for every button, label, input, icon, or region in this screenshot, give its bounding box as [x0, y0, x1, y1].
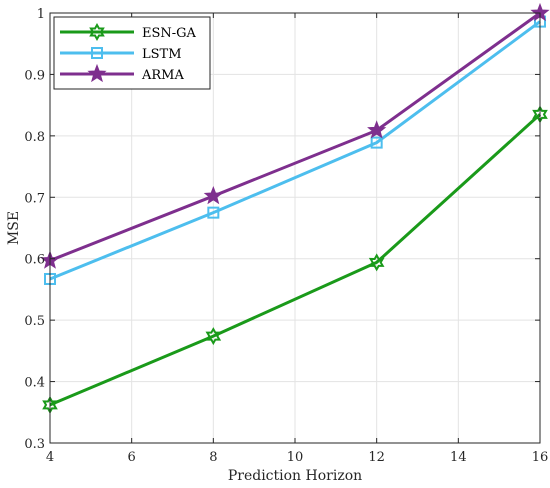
legend-item: LSTM [60, 47, 182, 62]
y-tick-label: 1 [37, 7, 45, 22]
legend-item: ARMA [60, 63, 184, 83]
data-point-marker [205, 327, 222, 346]
legend-item: ESN-GA [60, 22, 197, 42]
legend-marker [89, 22, 105, 42]
series-layer [40, 2, 550, 414]
legend: ESN-GA LSTM ARMA [53, 16, 211, 90]
y-tick-label: 0.3 [24, 437, 45, 452]
y-tick-label: 0.9 [24, 68, 45, 83]
y-tick-label: 0.6 [24, 253, 45, 268]
legend-label: ESN-GA [142, 26, 197, 41]
legend-marker [91, 47, 103, 59]
y-tick-label: 0.5 [24, 314, 45, 329]
data-point-marker [203, 185, 223, 205]
data-point-marker [370, 136, 383, 149]
grid-lines [49, 12, 541, 444]
y-axis-label: MSE [6, 211, 22, 245]
x-axis-label: Prediction Horizon [228, 468, 362, 484]
legend-label: ARMA [141, 68, 184, 83]
data-point-marker [368, 253, 385, 272]
legend-marker [87, 63, 107, 83]
y-tick-label: 0.7 [24, 191, 45, 206]
series-line [49, 11, 541, 262]
y-tick-label: 0.8 [24, 130, 45, 145]
x-tick-label: 6 [128, 450, 136, 465]
x-tick-label: 16 [532, 450, 549, 465]
series-line [49, 20, 541, 281]
data-point-marker [367, 120, 387, 139]
x-tick-label: 12 [368, 450, 385, 465]
legend-label: LSTM [142, 47, 182, 62]
x-tick-label: 4 [46, 450, 54, 465]
series-line [49, 113, 542, 407]
x-tick-label: 8 [209, 450, 217, 465]
y-tick-label: 0.4 [24, 376, 45, 391]
axis-ticks: 4 6 8 10 12 14 16 0.3 0.4 0.5 0.6 0.7 0.8 0.9 1 [24, 7, 548, 465]
data-point-marker [207, 206, 220, 219]
x-tick-label: 14 [450, 450, 467, 465]
x-tick-label: 10 [287, 450, 304, 465]
